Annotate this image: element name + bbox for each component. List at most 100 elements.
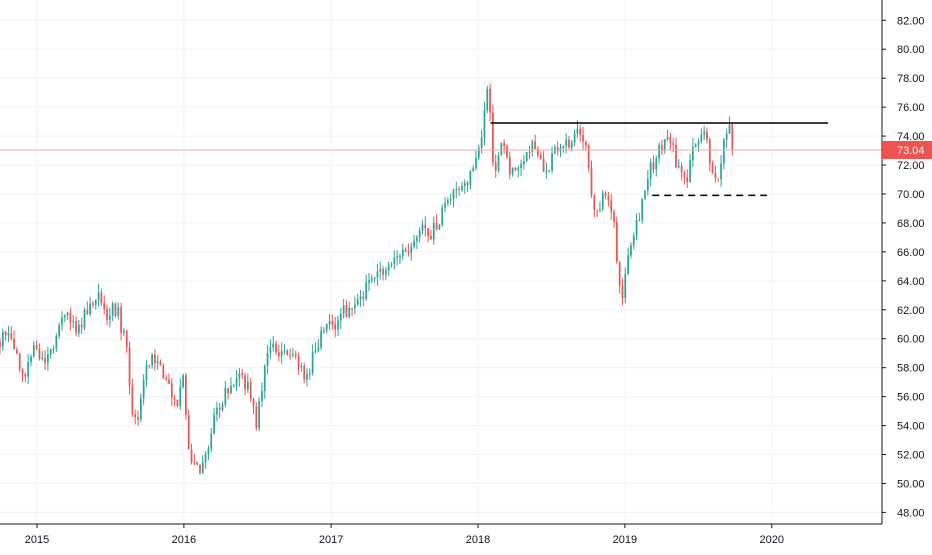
x-tick-label: 2017 bbox=[319, 534, 343, 546]
candle-body bbox=[599, 209, 601, 211]
candle-body bbox=[356, 299, 359, 305]
candle-body bbox=[92, 303, 94, 305]
candle-body bbox=[142, 379, 145, 399]
candle-body bbox=[387, 265, 390, 271]
candle-body bbox=[556, 147, 559, 152]
candle-body bbox=[663, 139, 666, 151]
drawn-lines bbox=[0, 122, 882, 197]
candle-body bbox=[492, 112, 494, 163]
candle-body bbox=[649, 162, 652, 179]
candle-body bbox=[683, 172, 686, 177]
candle-body bbox=[379, 268, 382, 272]
candle-body bbox=[306, 374, 308, 380]
x-tick-label: 2019 bbox=[613, 534, 637, 546]
candle-body bbox=[630, 245, 632, 256]
candle-body bbox=[480, 137, 483, 148]
candle-body bbox=[100, 292, 103, 303]
candle-body bbox=[182, 375, 184, 387]
candle-body bbox=[77, 324, 80, 334]
candle-body bbox=[430, 235, 432, 240]
candle-body bbox=[89, 303, 92, 314]
candle-body bbox=[418, 230, 421, 238]
candle-body bbox=[725, 133, 728, 140]
candle-body bbox=[441, 207, 444, 226]
candle-body bbox=[708, 139, 711, 164]
candle-body bbox=[469, 171, 472, 186]
candle-body bbox=[345, 305, 348, 318]
candle-body bbox=[621, 285, 624, 299]
candle-body bbox=[584, 141, 587, 146]
candle-body bbox=[218, 407, 221, 411]
candle-body bbox=[627, 255, 629, 274]
candle-body bbox=[16, 349, 18, 354]
candle-body bbox=[432, 222, 435, 240]
y-tick-label: 48.00 bbox=[897, 507, 925, 519]
candle-body bbox=[466, 182, 469, 186]
candle-body bbox=[548, 170, 551, 172]
candle-body bbox=[0, 341, 1, 347]
candle-body bbox=[277, 352, 280, 356]
candle-body bbox=[252, 399, 255, 407]
candle-body bbox=[108, 315, 111, 320]
candle-body bbox=[204, 454, 207, 463]
candle-body bbox=[235, 378, 238, 386]
candle-body bbox=[137, 417, 139, 420]
candle-body bbox=[675, 144, 677, 168]
candle-body bbox=[506, 146, 508, 158]
candle-body bbox=[497, 155, 500, 171]
candle-body bbox=[373, 277, 376, 279]
candle-body bbox=[83, 309, 86, 328]
candle-body bbox=[61, 317, 63, 326]
candle-body bbox=[570, 142, 573, 148]
candle-body bbox=[711, 163, 714, 173]
candle-body bbox=[227, 387, 230, 394]
candle-body bbox=[641, 198, 644, 221]
candle-body bbox=[700, 134, 703, 142]
candle-body bbox=[537, 148, 539, 155]
candle-body bbox=[703, 131, 706, 135]
y-tick-label: 60.00 bbox=[897, 334, 925, 346]
candle-body bbox=[173, 397, 176, 400]
candle-body bbox=[272, 343, 275, 348]
candle-body bbox=[404, 249, 407, 252]
candle-body bbox=[542, 158, 545, 172]
candle-body bbox=[317, 347, 320, 351]
last-price-tag bbox=[882, 140, 932, 159]
candle-body bbox=[165, 378, 168, 380]
candle-body bbox=[494, 162, 497, 171]
candle-body bbox=[728, 124, 731, 134]
candle-body bbox=[334, 323, 337, 330]
candle-body bbox=[47, 354, 49, 363]
candle-body bbox=[238, 373, 241, 379]
candle-body bbox=[286, 350, 289, 356]
candle-body bbox=[199, 464, 201, 474]
candle-body bbox=[123, 330, 125, 333]
candle-body bbox=[689, 160, 691, 183]
candle-body bbox=[170, 383, 173, 398]
candle-body bbox=[201, 462, 204, 474]
candle-body bbox=[590, 168, 593, 196]
y-tick-label: 50.00 bbox=[897, 478, 925, 490]
candle-body bbox=[156, 361, 159, 364]
candle-body bbox=[407, 251, 410, 253]
y-tick-label: 72.00 bbox=[897, 160, 925, 172]
candle-body bbox=[280, 351, 283, 356]
candle-body bbox=[216, 407, 218, 415]
candle-body bbox=[692, 146, 694, 161]
candle-body bbox=[44, 358, 46, 363]
candle-body bbox=[452, 190, 455, 199]
candle-body bbox=[477, 147, 480, 158]
candle-body bbox=[672, 143, 675, 145]
candle-body bbox=[342, 305, 345, 314]
candle-body bbox=[69, 312, 72, 323]
candle-body bbox=[706, 131, 708, 140]
candle-body bbox=[368, 280, 370, 283]
candle-body bbox=[30, 356, 32, 362]
candle-body bbox=[255, 406, 258, 428]
candle-body bbox=[385, 270, 387, 275]
candle-body bbox=[97, 292, 100, 301]
candle-body bbox=[615, 221, 618, 262]
y-tick-label: 70.00 bbox=[897, 189, 925, 201]
